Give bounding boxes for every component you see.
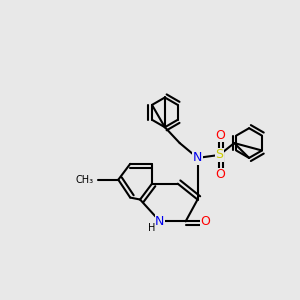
Text: S: S	[215, 148, 223, 161]
Text: O: O	[215, 168, 225, 181]
Text: N: N	[193, 152, 202, 164]
Text: O: O	[200, 215, 210, 228]
Text: O: O	[215, 129, 225, 142]
Text: CH₃: CH₃	[75, 175, 93, 185]
Text: H: H	[148, 223, 155, 233]
Text: N: N	[155, 215, 165, 228]
